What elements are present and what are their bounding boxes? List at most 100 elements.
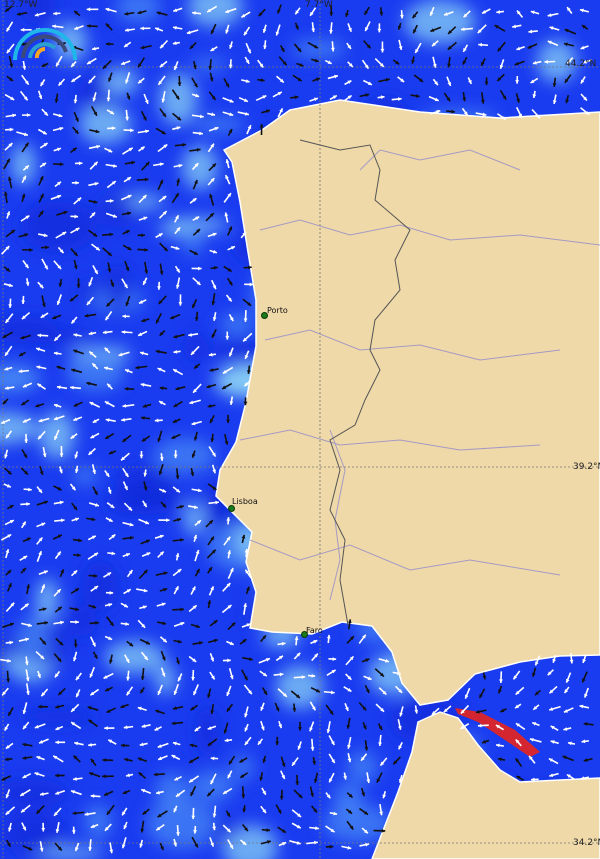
current-arrow-head (549, 689, 554, 694)
current-arrow-head (87, 706, 92, 710)
current-arrow-head (329, 710, 334, 715)
current-arrow-head (56, 385, 61, 390)
current-arrow-head (53, 403, 58, 408)
current-arrow-head (550, 740, 555, 744)
current-arrow-head (37, 673, 41, 678)
current-arrow-head (562, 755, 567, 760)
speed-patch (21, 201, 97, 251)
current-arrow-head (75, 847, 79, 852)
current-arrow-head (159, 534, 164, 539)
current-arrow-head (125, 302, 130, 307)
current-arrow-head (277, 809, 282, 814)
current-arrow-head (563, 42, 568, 47)
current-arrow-head (122, 811, 126, 816)
current-arrow-head (194, 727, 199, 732)
current-arrow-head (260, 78, 265, 83)
current-arrow-head (364, 746, 369, 751)
current-arrow-head (191, 676, 195, 681)
current-arrow-head (475, 709, 480, 714)
current-arrow-head (56, 62, 60, 67)
current-arrow-head (225, 83, 229, 88)
current-arrow-head (121, 456, 125, 461)
current-arrow-head (5, 744, 10, 749)
current-arrow-head (477, 723, 482, 728)
current-arrow-head (210, 30, 215, 35)
current-arrow-head (262, 635, 266, 640)
current-arrow-head (482, 739, 486, 744)
current-arrow-head (266, 840, 271, 844)
current-arrow-head (123, 825, 128, 830)
speed-patch (72, 466, 99, 485)
current-arrow-head (226, 828, 231, 833)
current-arrow-head (126, 691, 131, 696)
current-arrow-head (154, 418, 159, 423)
current-arrow-head (22, 65, 27, 70)
speed-patch (231, 754, 254, 781)
current-arrow-head (175, 284, 180, 289)
current-arrow-head (292, 761, 296, 766)
current-arrow-head (59, 162, 64, 167)
current-arrow-head (137, 757, 142, 762)
current-arrow-head (244, 713, 248, 718)
current-arrow-head (120, 743, 125, 748)
current-arrow-head (56, 300, 61, 305)
current-arrow-head (223, 729, 228, 734)
current-arrow-head (43, 570, 48, 574)
city-label-lisboa[interactable]: Lisboa (232, 497, 258, 506)
borders (299, 139, 411, 626)
current-arrow-head (37, 333, 42, 338)
current-arrow-head (140, 382, 145, 387)
current-arrow-head (178, 163, 183, 168)
current-arrow-head (143, 569, 148, 574)
current-arrow-head (180, 621, 185, 626)
current-arrow-head (109, 621, 114, 626)
current-arrow-head (4, 366, 9, 371)
current-arrow-head (207, 693, 211, 698)
current-arrow-head (26, 584, 30, 589)
current-arrow-head (141, 318, 146, 323)
current-arrow-head (283, 693, 287, 697)
current-arrow-head (7, 842, 11, 847)
current-arrow-head (25, 677, 30, 682)
city-label-faro[interactable]: Faro (306, 626, 323, 635)
current-arrow-head (197, 488, 202, 493)
current-arrow-head (55, 773, 59, 778)
current-arrow-head (8, 711, 12, 716)
current-arrow-head (192, 304, 196, 309)
current-arrow-head (208, 520, 213, 525)
current-arrow-head (245, 79, 250, 83)
current-arrow-head (126, 95, 131, 100)
current-arrow-head (23, 132, 28, 137)
current-arrow-head (75, 607, 79, 612)
current-arrow-head (176, 660, 180, 665)
current-arrow-head (482, 112, 487, 117)
current-arrow-head (515, 690, 520, 695)
current-arrow-head (365, 688, 370, 693)
current-arrow-head (226, 707, 231, 712)
current-arrow-head (345, 706, 349, 711)
current-arrow-head (211, 112, 216, 117)
current-arrow-head (57, 534, 62, 539)
current-arrow-head (310, 747, 315, 751)
current-arrow-head (142, 605, 147, 610)
current-arrow-head (93, 111, 97, 116)
current-arrow-head (158, 470, 163, 475)
current-arrow-head (297, 813, 302, 817)
current-arrow-head (347, 758, 352, 763)
current-arrow-head (2, 400, 7, 405)
current-arrow-head (500, 708, 505, 713)
speed-patch (84, 803, 113, 839)
current-arrow-head (42, 453, 47, 458)
current-arrow-head (105, 316, 110, 321)
current-arrow-head (532, 672, 536, 677)
current-arrow-head (228, 129, 233, 134)
current-arrow-head (122, 403, 127, 408)
current-arrow-head (298, 727, 302, 731)
current-arrow-head (414, 709, 419, 714)
city-label-porto[interactable]: Porto (267, 306, 288, 315)
current-arrow-head (585, 111, 590, 115)
current-arrow-head (161, 656, 166, 661)
current-arrow-head (349, 825, 354, 830)
gauge-logo-icon[interactable] (10, 18, 80, 62)
